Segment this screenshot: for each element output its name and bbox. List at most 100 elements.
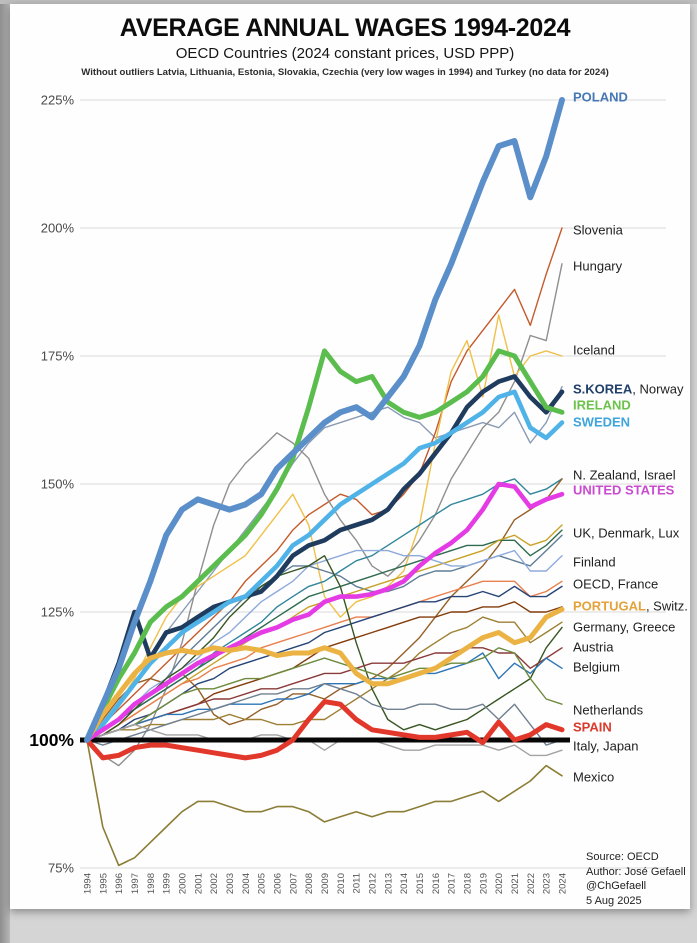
x-tick-label-2019: 2019 (478, 873, 489, 894)
series-oecd (86, 580, 563, 741)
country-label-united-states: UNITED STATES (573, 483, 675, 498)
x-tick-label-2013: 2013 (383, 873, 394, 894)
country-label-sweden: SWEDEN (573, 415, 630, 430)
x-tick-label-2009: 2009 (320, 873, 331, 894)
handle-line: @ChGefaell (586, 880, 647, 892)
country-label-iceland: Iceland (573, 343, 615, 358)
country-label-part: S.KOREA (573, 382, 633, 397)
x-tick-label-2000: 2000 (178, 873, 189, 894)
country-label-hungary: Hungary (573, 259, 623, 274)
country-label-part: Finland (573, 555, 616, 570)
y-tick-label-125: 125% (41, 605, 75, 620)
country-label-part: , Switz. (646, 599, 688, 614)
date-line: 5 Aug 2025 (586, 894, 642, 907)
country-label-austria: Austria (573, 640, 614, 655)
series-denmark (86, 529, 563, 741)
country-label-part: Netherlands (573, 703, 644, 718)
series-united-states (84, 481, 565, 743)
country-label-part: OECD, France (573, 577, 658, 592)
country-label-part: , Norway (632, 382, 684, 397)
series-portugal (84, 606, 565, 743)
x-tick-label-2012: 2012 (368, 873, 379, 894)
country-label-part: SPAIN (573, 720, 612, 735)
country-label-germany-greece: Germany, Greece (573, 620, 675, 635)
x-tick-label-1998: 1998 (146, 873, 157, 894)
series-mexico (86, 739, 563, 867)
y-tick-label-225: 225% (41, 93, 75, 108)
country-label-slovenia: Slovenia (573, 223, 624, 238)
x-tick-label-2011: 2011 (352, 873, 363, 893)
x-tick-label-2001: 2001 (193, 873, 204, 894)
series-south-korea (84, 374, 565, 743)
x-tick-label-2022: 2022 (526, 873, 537, 894)
series-ireland (84, 348, 565, 743)
x-tick-label-2014: 2014 (399, 873, 410, 894)
chart-card (10, 4, 690, 909)
x-tick-label-2023: 2023 (542, 873, 553, 894)
country-label-part: Mexico (573, 770, 614, 785)
x-tick-label-2021: 2021 (510, 873, 521, 894)
x-tick-label-2017: 2017 (447, 873, 458, 894)
country-label-skorea-norway: S.KOREA, Norway (573, 382, 684, 397)
y-tick-label-150: 150% (41, 477, 75, 492)
chart-subtitle: OECD Countries (2024 constant prices, US… (175, 45, 515, 62)
series-slovenia (86, 227, 563, 741)
x-tick-label-2016: 2016 (431, 873, 442, 894)
x-tick-label-1995: 1995 (98, 873, 109, 894)
country-label-uk-denmark-lux: UK, Denmark, Lux (573, 526, 680, 541)
x-tick-label-2015: 2015 (415, 873, 426, 894)
x-tick-label-2008: 2008 (304, 873, 315, 894)
y-tick-label-100: 100% (29, 730, 74, 750)
series-greece (86, 555, 563, 741)
y-tick-label-200: 200% (41, 221, 75, 236)
x-tick-label-1997: 1997 (130, 873, 141, 894)
series-iceland (86, 314, 563, 741)
country-label-part: Iceland (573, 343, 615, 358)
chart-note: Without outliers Latvia, Lithuania, Esto… (81, 67, 609, 78)
country-label-italy-japan: Italy, Japan (573, 739, 639, 754)
series-poland (84, 97, 565, 743)
x-tick-label-2006: 2006 (273, 873, 284, 894)
x-tick-label-2005: 2005 (257, 873, 268, 894)
country-label-nz-israel: N. Zealand, Israel (573, 468, 676, 483)
country-label-oecd-france: OECD, France (573, 577, 658, 592)
y-tick-label-175: 175% (41, 349, 75, 364)
series-spain (84, 699, 565, 761)
country-label-part: UNITED STATES (573, 483, 675, 498)
country-label-poland: POLAND (573, 90, 628, 105)
source-block: Source: OECD Author: José Gefaell @ChGef… (586, 850, 686, 908)
series-japan (86, 723, 563, 757)
x-tick-label-1994: 1994 (83, 873, 94, 894)
x-tick-label-2003: 2003 (225, 873, 236, 894)
chart-title: AVERAGE ANNUAL WAGES 1994-2024 (119, 14, 571, 42)
country-label-part: UK, Denmark, Lux (573, 526, 680, 541)
x-tick-label-2024: 2024 (558, 873, 569, 894)
country-label-finland: Finland (573, 555, 616, 570)
x-tick-label-2004: 2004 (241, 873, 252, 894)
author-line: Author: José Gefaell (586, 865, 686, 878)
country-label-part: Belgium (573, 660, 620, 675)
x-tick-label-2002: 2002 (209, 873, 220, 894)
x-tick-label-2020: 2020 (494, 873, 505, 894)
x-tick-label-1996: 1996 (114, 873, 125, 894)
country-label-part: POLAND (573, 90, 628, 105)
y-tick-label-75: 75% (48, 861, 74, 876)
country-label-part: Slovenia (573, 223, 624, 238)
country-label-part: PORTUGAL (573, 599, 646, 614)
x-tick-label-2018: 2018 (463, 873, 474, 894)
country-label-part: Hungary (573, 259, 623, 274)
country-label-part: Italy, Japan (573, 739, 639, 754)
country-label-spain: SPAIN (573, 720, 612, 735)
country-label-part: Austria (573, 640, 614, 655)
x-tick-label-2010: 2010 (336, 873, 347, 894)
country-label-mexico: Mexico (573, 770, 614, 785)
country-label-part: SWEDEN (573, 415, 630, 430)
x-tick-label-1999: 1999 (162, 873, 173, 894)
country-label-netherlands: Netherlands (573, 703, 644, 718)
series-italy (86, 683, 563, 746)
photo-border-left (0, 0, 10, 943)
series-netherlands (86, 647, 563, 741)
source-line: Source: OECD (586, 851, 659, 863)
